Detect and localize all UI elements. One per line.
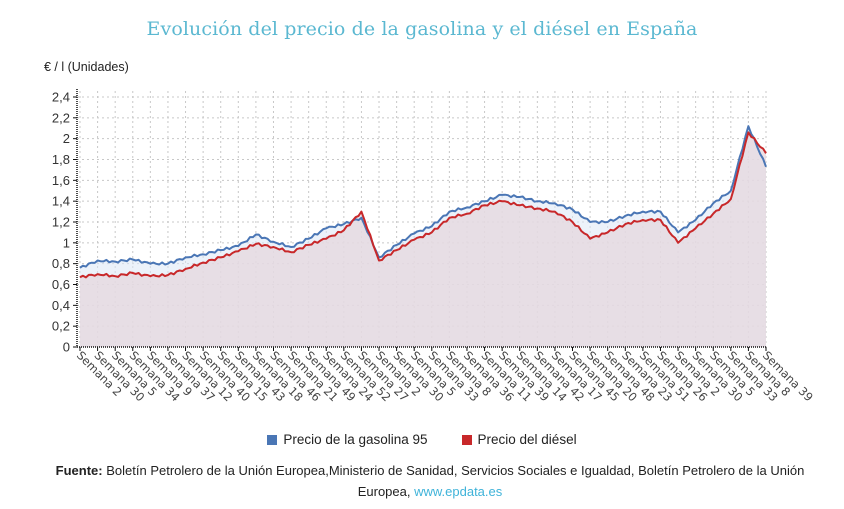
y-tick-label: 1,6 bbox=[52, 173, 70, 188]
y-tick-label: 0,6 bbox=[52, 277, 70, 292]
y-tick-label: 0,4 bbox=[52, 298, 70, 313]
line-diesel bbox=[79, 131, 767, 279]
y-tick-label: 1,4 bbox=[52, 194, 70, 209]
y-tick-labels: 0 0,2 0,4 0,6 0,8 1 1,2 1,4 1,6 1,8 2 2,2 2,4 bbox=[52, 90, 70, 355]
y-tick-label: 2,4 bbox=[52, 90, 70, 105]
y-tick-label: 1 bbox=[63, 235, 70, 250]
line-gasoline bbox=[79, 125, 767, 269]
y-tick-label: 1,8 bbox=[52, 152, 70, 167]
legend: Precio de la gasolina 95 Precio del diés… bbox=[0, 432, 844, 447]
y-tick-label: 1,2 bbox=[52, 215, 70, 230]
y-tick-label: 0,2 bbox=[52, 319, 70, 334]
y-tick-label: 2,2 bbox=[52, 110, 70, 125]
legend-item-diesel[interactable]: Precio del diésel bbox=[461, 432, 577, 447]
y-axis-label: € / l (Unidades) bbox=[44, 60, 129, 74]
y-tick-label: 0,8 bbox=[52, 256, 70, 271]
source-text: Boletín Petrolero de la Unión Europea,Mi… bbox=[102, 463, 805, 499]
legend-label-diesel: Precio del diésel bbox=[477, 432, 577, 447]
source-footer: Fuente: Boletín Petrolero de la Unión Eu… bbox=[40, 460, 820, 502]
chart-title: Evolución del precio de la gasolina y el… bbox=[146, 18, 698, 40]
legend-swatch-gasoline bbox=[267, 434, 278, 445]
y-tick-label: 0 bbox=[63, 340, 70, 355]
area-diesel bbox=[80, 132, 766, 347]
axes bbox=[73, 89, 767, 351]
legend-label-gasoline: Precio de la gasolina 95 bbox=[283, 432, 428, 447]
legend-swatch-diesel bbox=[461, 434, 472, 445]
line-chart: 0 0,2 0,4 0,6 0,8 1 1,2 1,4 1,6 1,8 2 2,2 2,4 Semana… bbox=[52, 89, 816, 404]
y-tick-label: 2 bbox=[63, 131, 70, 146]
series-lines bbox=[79, 125, 767, 279]
legend-item-gasoline[interactable]: Precio de la gasolina 95 bbox=[267, 432, 428, 447]
source-label: Fuente: bbox=[55, 463, 103, 478]
source-link[interactable]: www.epdata.es bbox=[414, 484, 503, 499]
